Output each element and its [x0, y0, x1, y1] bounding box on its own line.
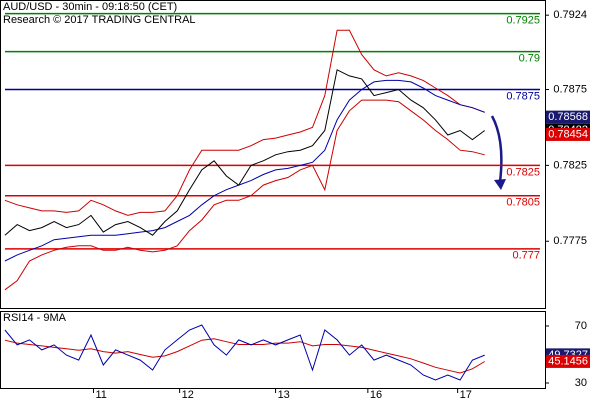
- price-tag: [546, 110, 590, 124]
- price-tag: [546, 354, 590, 368]
- rsi-panel-frame: [0, 311, 546, 389]
- price-panel-frame: [0, 0, 546, 309]
- series-line: [4, 79, 485, 262]
- x-tick-label: 17: [460, 389, 472, 400]
- y-tick-label: 0.7825: [553, 159, 587, 171]
- series-line: [4, 69, 485, 236]
- price-tag-label: 0.78568: [548, 111, 588, 123]
- level-label: 0.79: [519, 52, 540, 64]
- price-tag-label: 45.1456: [548, 355, 588, 367]
- series-line: [4, 324, 485, 381]
- forecast-arrow: [490, 115, 503, 183]
- series-line: [4, 99, 485, 291]
- chart-subtitle: Research © 2017 TRADING CENTRAL: [3, 14, 196, 26]
- x-tick-label: 11: [95, 389, 106, 400]
- y-tick-label: 0.7924: [553, 9, 587, 21]
- x-tick-label: 13: [278, 389, 290, 400]
- level-label: 0.7925: [506, 15, 540, 27]
- chart-title: AUD/USD - 30min - 09:18:50 (CET): [3, 1, 177, 13]
- y-tick-label: 30: [575, 377, 587, 389]
- level-label: 0.7805: [506, 197, 540, 209]
- y-tick-label: 0.7775: [553, 235, 587, 247]
- series-line: [4, 29, 485, 216]
- x-tick-label: 16: [370, 389, 382, 400]
- rsi-title: RSI14 - 9MA: [3, 312, 67, 324]
- series-line: [4, 338, 485, 374]
- x-tick-label: 12: [182, 389, 194, 400]
- price-tag: [546, 127, 590, 141]
- y-tick-label: 0.7875: [553, 83, 587, 95]
- price-tag-label: 0.78454: [548, 128, 588, 140]
- level-label: 0.7875: [506, 90, 540, 102]
- y-tick-label: 70: [575, 320, 587, 332]
- forecast-arrow-head: [494, 179, 506, 190]
- level-label: 0.7825: [506, 166, 540, 178]
- level-label: 0.777: [512, 250, 540, 262]
